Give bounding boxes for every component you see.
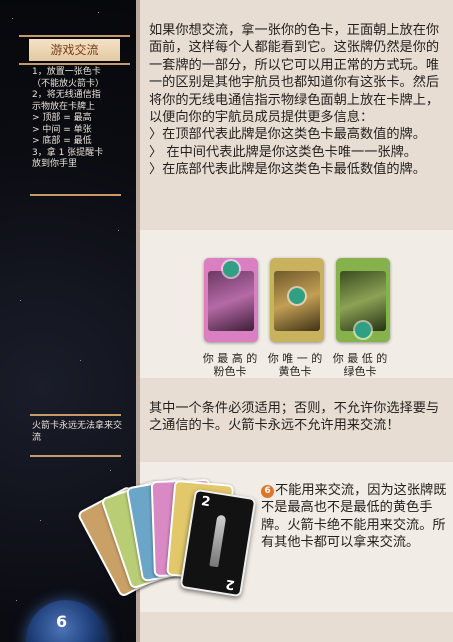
condition-text: 其中一个条件必须适用；否则，不允许你选择要与之通信的卡。火箭卡永远不允许用来交流… <box>149 401 440 434</box>
green-card-image <box>336 258 390 342</box>
step-line: 示物放在卡牌上 <box>32 101 96 112</box>
step-line: 1，放置一张色卡 <box>32 67 101 77</box>
rocket-card-value: 2 <box>224 575 236 593</box>
caption-line: 你 最 高 的 <box>202 352 258 365</box>
sidebar-title: 游戏交流 <box>19 35 130 65</box>
radio-token-icon <box>289 288 305 304</box>
rule-middle: 〉 在中间代表此牌是你这类色卡唯一一张牌。 <box>149 144 417 160</box>
caption-line: 你 最 低 的 <box>332 352 388 365</box>
sidebar: 游戏交流 1，放置一张色卡 （不能放火箭卡） 2，将无线通信指 示物放在卡牌上 … <box>0 0 136 642</box>
example-body: 不能用来交流，因为这张牌既不是最高也不是最低的黄色手牌。火箭卡绝不能用来交流。所… <box>261 483 447 551</box>
caption-line: 你 唯 一 的 <box>267 352 323 365</box>
yellow-card-image <box>270 258 324 342</box>
pink-card-image <box>204 258 258 342</box>
step-line: 2，将无线通信指 <box>32 90 101 100</box>
divider <box>30 194 121 196</box>
example-number-badge: 6 <box>261 485 274 498</box>
sidebar-steps: 1，放置一张色卡 （不能放火箭卡） 2，将无线通信指 示物放在卡牌上 > 顶部 … <box>32 67 128 171</box>
divider <box>30 414 121 416</box>
caption-line: 绿色卡 <box>343 365 377 378</box>
caption-yellow: 你 唯 一 的 黄色卡 <box>263 352 327 378</box>
step-line: > 底部 = 最低 <box>32 136 92 146</box>
step-line: 放到你手里 <box>32 159 78 169</box>
rule-top: 〉在顶部代表此牌是你这类色卡最高数值的牌。 <box>149 127 426 143</box>
page-number: 6 <box>56 612 68 631</box>
column-separator <box>136 0 140 642</box>
rocket-icon <box>209 514 227 568</box>
example-text: 6 不能用来交流，因为这张牌既不是最高也不是最低的黄色手牌。火箭卡绝不能用来交流。… <box>261 482 447 552</box>
step-line: 3，拿 1 张提醒卡 <box>32 147 104 158</box>
rule-bottom: 〉在底部代表此牌是你这类色卡最低数值的牌。 <box>149 162 426 178</box>
step-line: > 中间 = 单张 <box>32 124 92 135</box>
divider <box>30 455 121 457</box>
caption-green: 你 最 低 的 绿色卡 <box>328 352 392 378</box>
caption-line: 粉色卡 <box>213 365 247 378</box>
sidebar-note: 火箭卡永远无法拿来交流 <box>32 421 123 443</box>
caption-line: 黄色卡 <box>278 365 312 378</box>
rocket-card-value: 2 <box>200 493 212 511</box>
paragraph-text: 如果你想交流，拿一张你的色卡，正面朝上放在你面前，这样每个人都能看到它。这张牌仍… <box>149 23 440 126</box>
rules-paragraph: 如果你想交流，拿一张你的色卡，正面朝上放在你面前，这样每个人都能看到它。这张牌仍… <box>149 22 447 179</box>
radio-token-icon <box>355 322 371 338</box>
step-line: （不能放火箭卡） <box>32 78 105 89</box>
radio-token-icon <box>223 261 239 277</box>
caption-pink: 你 最 高 的 粉色卡 <box>198 352 262 378</box>
step-line: > 顶部 = 最高 <box>32 113 92 123</box>
